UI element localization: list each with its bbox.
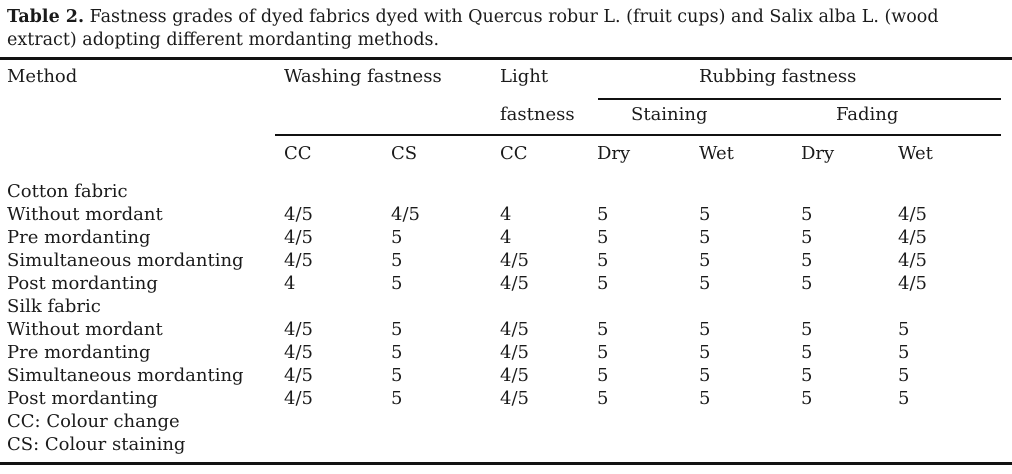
subheader-rule bbox=[275, 134, 1001, 136]
cell-value: 5 bbox=[391, 319, 403, 340]
row-method: Pre mordanting bbox=[7, 227, 151, 248]
row-method: Simultaneous mordanting bbox=[7, 250, 244, 271]
cell-value: 4/5 bbox=[284, 250, 313, 271]
cell-value: 4/5 bbox=[284, 204, 313, 225]
row-method: Pre mordanting bbox=[7, 342, 151, 363]
row-method: Post mordanting bbox=[7, 388, 158, 409]
cell-value: 4/5 bbox=[500, 319, 529, 340]
cell-value: 5 bbox=[597, 273, 609, 294]
cell-value: 5 bbox=[801, 204, 813, 225]
table-label: Table 2. bbox=[7, 7, 85, 27]
cell-value: 5 bbox=[597, 342, 609, 363]
cell-value: 5 bbox=[898, 365, 910, 386]
cell-value: 5 bbox=[699, 342, 711, 363]
cell-value: 5 bbox=[699, 227, 711, 248]
row-method: Post mordanting bbox=[7, 273, 158, 294]
footnote: CC: Colour change bbox=[7, 411, 180, 432]
cell-value: 4 bbox=[500, 227, 512, 248]
cell-value: 4/5 bbox=[284, 365, 313, 386]
cell-value: 5 bbox=[597, 365, 609, 386]
top-rule bbox=[0, 57, 1012, 60]
cell-value: 4/5 bbox=[284, 388, 313, 409]
cell-value: 4/5 bbox=[284, 342, 313, 363]
cell-value: 5 bbox=[391, 227, 403, 248]
header-sub-0: CC bbox=[284, 143, 312, 164]
cell-value: 5 bbox=[391, 388, 403, 409]
cell-value: 4/5 bbox=[898, 204, 927, 225]
cell-value: 5 bbox=[391, 342, 403, 363]
cell-value: 4/5 bbox=[500, 365, 529, 386]
cell-value: 5 bbox=[699, 273, 711, 294]
rubbing-rule bbox=[598, 98, 1001, 100]
cell-value: 5 bbox=[898, 388, 910, 409]
cell-value: 5 bbox=[597, 319, 609, 340]
cell-value: 5 bbox=[699, 319, 711, 340]
cell-value: 5 bbox=[699, 388, 711, 409]
table-caption: Table 2. Fastness grades of dyed fabrics… bbox=[7, 6, 1007, 52]
cell-value: 4/5 bbox=[898, 227, 927, 248]
cell-value: 5 bbox=[801, 342, 813, 363]
cell-value: 5 bbox=[801, 250, 813, 271]
cell-value: 5 bbox=[801, 319, 813, 340]
row-method: Without mordant bbox=[7, 319, 163, 340]
cell-value: 4/5 bbox=[391, 204, 420, 225]
cell-value: 5 bbox=[699, 365, 711, 386]
cell-value: 5 bbox=[597, 204, 609, 225]
header-light: Light bbox=[500, 66, 549, 87]
row-method: Without mordant bbox=[7, 204, 163, 225]
cell-value: 5 bbox=[801, 227, 813, 248]
header-rubbing: Rubbing fastness bbox=[699, 66, 857, 87]
footnote: CS: Colour staining bbox=[7, 434, 186, 455]
cell-value: 4/5 bbox=[284, 227, 313, 248]
header-sub-2: CC bbox=[500, 143, 528, 164]
cell-value: 5 bbox=[391, 250, 403, 271]
bottom-rule bbox=[0, 462, 1012, 465]
cell-value: 5 bbox=[801, 388, 813, 409]
header-sub-1: CS bbox=[391, 143, 418, 164]
cell-value: 5 bbox=[801, 273, 813, 294]
row-method: Simultaneous mordanting bbox=[7, 365, 244, 386]
header-method: Method bbox=[7, 66, 78, 87]
header-light-2: fastness bbox=[500, 104, 575, 125]
group-label: Silk fabric bbox=[7, 296, 101, 317]
cell-value: 5 bbox=[391, 273, 403, 294]
cell-value: 4/5 bbox=[500, 388, 529, 409]
header-staining: Staining bbox=[631, 104, 708, 125]
cell-value: 5 bbox=[898, 319, 910, 340]
cell-value: 4/5 bbox=[284, 319, 313, 340]
table-title: Fastness grades of dyed fabrics dyed wit… bbox=[7, 7, 939, 50]
cell-value: 5 bbox=[699, 250, 711, 271]
header-sub-5: Dry bbox=[801, 143, 835, 164]
group-label: Cotton fabric bbox=[7, 181, 128, 202]
cell-value: 4/5 bbox=[898, 273, 927, 294]
cell-value: 4/5 bbox=[500, 273, 529, 294]
cell-value: 5 bbox=[391, 365, 403, 386]
cell-value: 5 bbox=[898, 342, 910, 363]
header-sub-3: Dry bbox=[597, 143, 631, 164]
header-sub-4: Wet bbox=[699, 143, 734, 164]
cell-value: 4 bbox=[284, 273, 296, 294]
cell-value: 5 bbox=[699, 204, 711, 225]
cell-value: 4/5 bbox=[500, 250, 529, 271]
cell-value: 4 bbox=[500, 204, 512, 225]
cell-value: 5 bbox=[597, 250, 609, 271]
cell-value: 4/5 bbox=[898, 250, 927, 271]
cell-value: 5 bbox=[597, 388, 609, 409]
header-fading: Fading bbox=[836, 104, 899, 125]
header-washing: Washing fastness bbox=[284, 66, 442, 87]
cell-value: 5 bbox=[597, 227, 609, 248]
header-sub-6: Wet bbox=[898, 143, 933, 164]
cell-value: 4/5 bbox=[500, 342, 529, 363]
cell-value: 5 bbox=[801, 365, 813, 386]
